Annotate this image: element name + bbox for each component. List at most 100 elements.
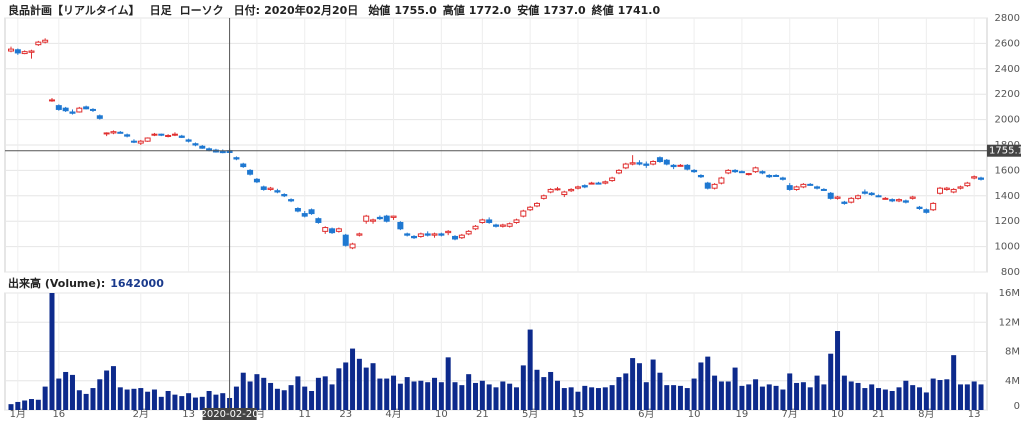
volume-bar (459, 385, 465, 410)
candle-body (329, 228, 336, 234)
candle-body (431, 233, 438, 236)
header-text: 日付: (234, 3, 260, 17)
volume-bar (329, 384, 335, 410)
volume-bar (199, 396, 205, 410)
candle-body (848, 197, 855, 203)
volume-bar (110, 366, 116, 410)
candle-body (677, 164, 684, 167)
volume-bar (575, 391, 581, 410)
candle-body (738, 171, 745, 174)
x-tick-label: 5月 (522, 408, 538, 420)
candle-body (322, 227, 329, 232)
candle-body (240, 163, 247, 168)
volume-bar (486, 384, 492, 410)
x-tick-label: 21 (476, 409, 489, 420)
candle-body (725, 169, 732, 174)
x-tick-label: 4月 (385, 408, 401, 420)
volume-bar (131, 388, 137, 410)
volume-bar (377, 378, 383, 410)
volume-bar (835, 331, 841, 410)
candle-body (247, 169, 254, 175)
candle-body (8, 48, 14, 52)
candle-body (499, 224, 506, 227)
volume-bar (855, 382, 861, 410)
y-tick-label: 1400 (995, 191, 1020, 202)
candle-body (882, 197, 889, 200)
candle-body (363, 215, 370, 222)
x-tick-label: 7月 (782, 408, 798, 420)
volume-bar (15, 401, 21, 410)
candle-body (171, 133, 178, 136)
candle-body (793, 186, 800, 190)
volume-bar (309, 390, 315, 410)
candle-body (110, 131, 117, 134)
x-tick-label: 21 (872, 409, 885, 420)
volume-bar (951, 355, 957, 410)
y-tick-label: 2200 (995, 89, 1020, 100)
candle-body (902, 200, 909, 203)
candle-body (130, 140, 137, 143)
candle-body (390, 215, 397, 218)
candle-body (233, 157, 240, 160)
candle-body (465, 230, 472, 235)
volume-bar (281, 390, 287, 410)
volume-bar (192, 397, 198, 410)
volume-bar (862, 388, 868, 410)
volume-bar (315, 377, 321, 410)
volume-bar (418, 380, 424, 410)
candle-body (349, 243, 356, 249)
candle-body (315, 218, 322, 223)
volume-bar (254, 374, 260, 410)
x-tick-label: 6月 (638, 408, 654, 420)
candle-body (943, 187, 950, 190)
candle-body (978, 177, 984, 180)
candle-body (684, 164, 691, 170)
x-tick-label: 16 (52, 409, 65, 420)
volume-bar (97, 379, 103, 410)
header-text: 高値 (443, 3, 465, 17)
volume-bar (336, 368, 342, 410)
candle-body (950, 188, 957, 193)
candle-body (445, 230, 452, 234)
volume-bar (363, 367, 369, 410)
candle-body (602, 181, 609, 184)
candle-body (452, 235, 459, 240)
volume-bar (582, 385, 588, 410)
volume-bar (766, 384, 772, 410)
volume-bar (186, 393, 192, 410)
volume-bar (83, 393, 89, 410)
candle-body (704, 182, 711, 189)
volume-bar (732, 367, 738, 410)
candle-body (971, 176, 978, 179)
candle-body (370, 219, 377, 222)
candle-body (711, 183, 718, 189)
candle-body (506, 223, 513, 227)
candle-body (14, 49, 21, 54)
y-tick-label: 1200 (995, 216, 1020, 227)
x-tick-label: 10 (831, 409, 844, 420)
candle-body (561, 191, 568, 196)
candle-body (957, 186, 964, 189)
volume-bar (274, 388, 280, 410)
candle-body (185, 139, 192, 142)
candle-body (547, 188, 554, 193)
volume-bar (117, 387, 123, 410)
candle-body (875, 195, 882, 198)
volume-bar (630, 358, 636, 410)
candle-body (267, 187, 274, 190)
header-text: 1755.0 (394, 4, 437, 17)
candle-body (206, 148, 213, 151)
candle-body (89, 108, 96, 111)
header-text: 終値 (592, 3, 614, 17)
candle-body (827, 192, 834, 199)
candle-body (636, 162, 643, 165)
candle-body (841, 201, 848, 204)
x-tick-label: 1月 (10, 408, 26, 420)
candle-body (745, 173, 752, 176)
volume-bar (151, 389, 157, 410)
volume-bar (828, 353, 834, 410)
candle-body (766, 174, 773, 178)
x-tick-label: 10 (688, 409, 701, 420)
candle-body (732, 169, 739, 173)
header-text: 1772.0 (469, 4, 512, 17)
